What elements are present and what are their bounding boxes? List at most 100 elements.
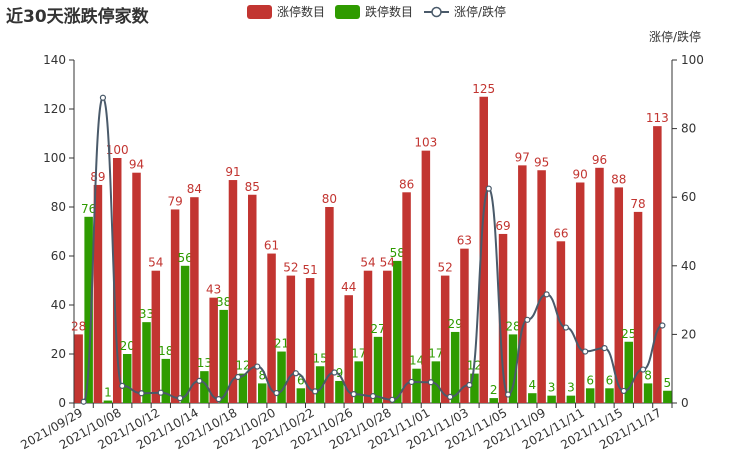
bar-down-label: 8 — [258, 368, 266, 382]
bar-up — [575, 182, 585, 403]
bar-down-label: 25 — [621, 327, 636, 341]
bar-up-label: 86 — [399, 177, 414, 191]
bar-up-label: 100 — [106, 143, 129, 157]
bar-up — [479, 96, 488, 403]
bar-up-label: 88 — [611, 172, 626, 186]
bar-up — [402, 192, 411, 403]
ratio-point — [543, 291, 550, 298]
bar-up — [518, 165, 527, 403]
legend-label: 跌停数目 — [365, 4, 413, 19]
bar-up-label: 52 — [438, 261, 453, 275]
bar-up — [286, 275, 296, 403]
bar-up-label: 54 — [380, 256, 395, 270]
ratio-point — [138, 390, 145, 397]
bar-down — [315, 366, 325, 403]
bar-down-label: 20 — [120, 339, 135, 353]
bar-down-label: 2 — [490, 383, 498, 397]
bar-up-label: 79 — [167, 194, 182, 208]
ratio-point — [504, 391, 512, 398]
bar-down — [258, 383, 267, 403]
bar-up-label: 54 — [360, 256, 375, 270]
ratio-point — [157, 389, 164, 396]
bar-up — [151, 270, 161, 403]
ratio-point — [601, 345, 608, 352]
ratio-point — [659, 322, 666, 329]
bar-up — [363, 270, 373, 403]
y-right-tick-label: 0 — [681, 396, 689, 410]
ratio-point — [176, 395, 184, 402]
bar-up-label: 66 — [553, 226, 568, 240]
ratio-point — [312, 388, 319, 395]
legend-label: 涨停数目 — [277, 4, 325, 19]
ratio-point — [80, 398, 87, 405]
bar-up-label: 84 — [187, 182, 202, 196]
bar-down — [373, 336, 383, 403]
bar-down-label: 76 — [81, 202, 96, 216]
bar-up-label: 43 — [206, 283, 221, 297]
ratio-point — [408, 378, 415, 386]
bar-down — [643, 383, 653, 403]
ratio-point — [620, 387, 627, 395]
ratio-point — [292, 370, 299, 377]
y-right-tick-label: 80 — [681, 122, 696, 136]
bar-up-label: 95 — [534, 155, 549, 169]
bar-down — [547, 395, 556, 403]
y-right-axis-label: 涨停/跌停 — [649, 29, 701, 44]
y-left-tick-label: 140 — [43, 53, 66, 67]
bar-up-label: 80 — [322, 192, 337, 206]
bar-up-label: 96 — [592, 153, 607, 167]
bar-down — [528, 393, 537, 403]
bar-down-label: 3 — [548, 381, 556, 395]
bar-down — [412, 368, 421, 403]
y-left-tick-label: 80 — [51, 200, 66, 214]
y-left-tick-label: 20 — [51, 347, 66, 361]
ratio-point — [350, 391, 357, 398]
bar-down-label: 3 — [567, 381, 575, 395]
bar-down — [431, 361, 441, 403]
y-left-tick-label: 40 — [51, 298, 66, 312]
y-left-tick-label: 60 — [51, 249, 66, 263]
bar-down — [335, 380, 344, 403]
bar-up — [498, 233, 508, 403]
bar-up-label: 113 — [646, 111, 669, 125]
bar-up-label: 52 — [283, 261, 298, 275]
ratio-point — [389, 396, 396, 403]
bar-down — [200, 371, 209, 403]
y-left-tick-label: 100 — [43, 151, 66, 165]
bar-down — [296, 388, 306, 403]
bar-down-label: 17 — [428, 346, 443, 360]
legend-swatch-down — [335, 5, 360, 19]
bar-down — [393, 260, 402, 403]
bar-up — [228, 180, 238, 403]
bar-down-label: 21 — [274, 337, 289, 351]
bar-up-label: 90 — [573, 168, 588, 182]
bar-down — [238, 373, 248, 403]
bar-up-label: 94 — [129, 158, 144, 172]
bar-down-label: 9 — [336, 366, 344, 380]
bar-up — [653, 126, 662, 404]
ratio-point — [562, 324, 570, 331]
y-right-tick-label: 60 — [681, 190, 696, 204]
bar-down-label: 28 — [505, 319, 520, 333]
bar-down — [566, 395, 576, 403]
bar-down — [585, 388, 595, 403]
bar-down — [450, 331, 460, 403]
bar-down-label: 12 — [235, 359, 250, 373]
ratio-point — [196, 377, 203, 384]
bar-up-label: 54 — [148, 256, 163, 270]
ratio-point — [427, 379, 434, 386]
bar-down-label: 5 — [664, 376, 672, 390]
bar-up — [421, 150, 431, 403]
bar-up — [460, 248, 469, 403]
bar-down-label: 15 — [312, 351, 327, 365]
y-right-tick-label: 20 — [681, 327, 696, 341]
bar-down-label: 56 — [177, 251, 192, 265]
bar-up-label: 63 — [457, 234, 472, 248]
bar-down — [84, 216, 93, 403]
bar-up-label: 85 — [245, 180, 260, 194]
bar-down-label: 8 — [644, 368, 652, 382]
bar-up — [440, 275, 450, 403]
bar-down-label: 27 — [370, 322, 385, 336]
bar-down — [470, 373, 479, 403]
y-left-tick-label: 120 — [43, 102, 66, 116]
